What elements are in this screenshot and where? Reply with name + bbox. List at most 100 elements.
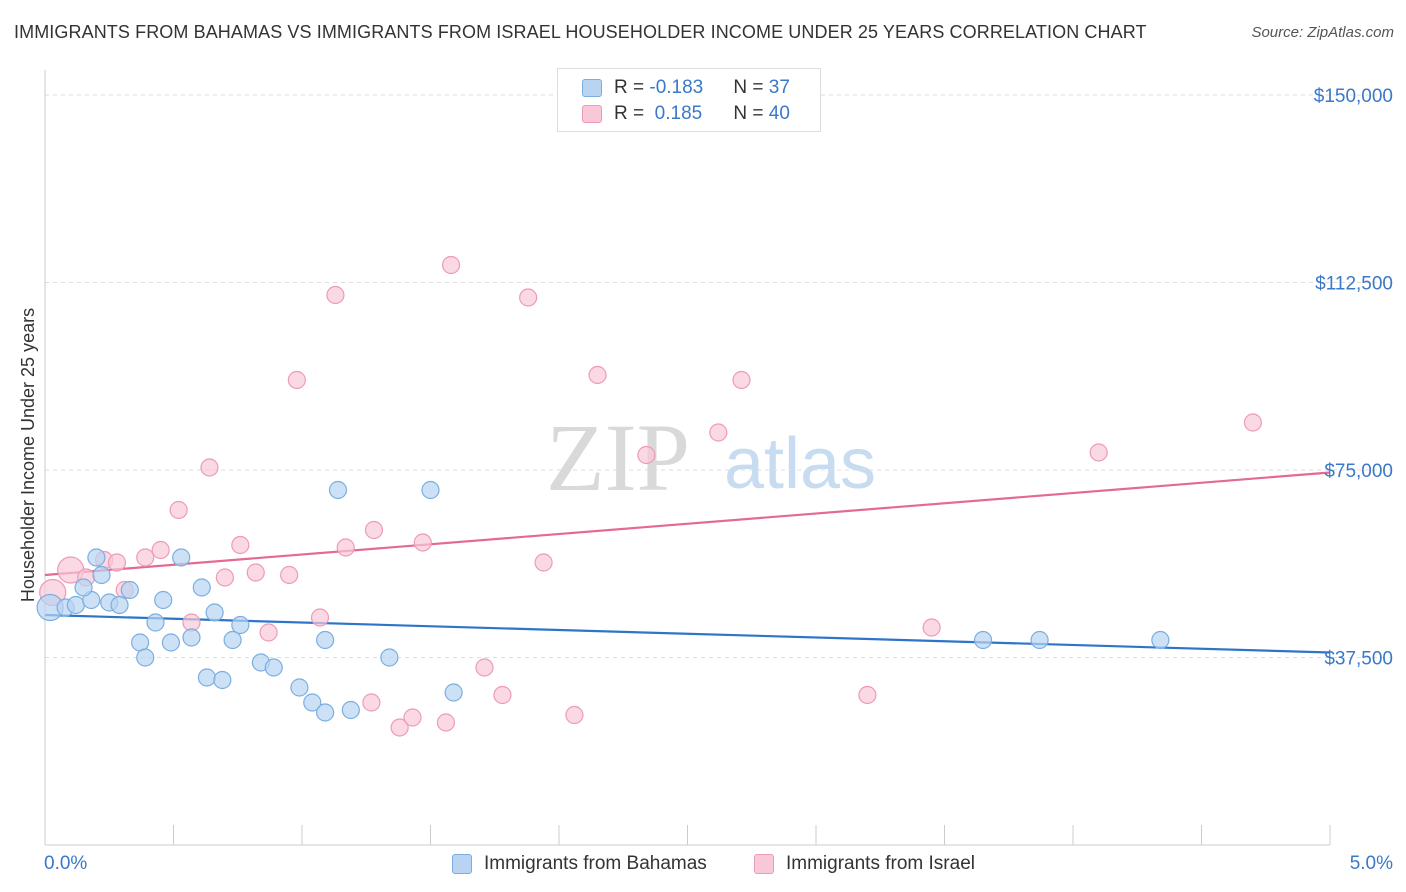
israel-point bbox=[364, 520, 384, 540]
israel-point bbox=[922, 618, 941, 637]
israel-point bbox=[413, 533, 432, 552]
bahamas-point bbox=[66, 595, 85, 615]
israel-point bbox=[403, 708, 422, 727]
israel-point bbox=[136, 548, 155, 567]
gridlines bbox=[45, 94, 1392, 658]
watermark-zip: ZIP bbox=[546, 404, 690, 511]
israel-point bbox=[475, 658, 494, 677]
bahamas-point bbox=[172, 548, 191, 567]
r-label: R = bbox=[614, 77, 650, 98]
bahamas-point bbox=[136, 648, 155, 667]
bahamas-point bbox=[264, 658, 283, 677]
israel-point bbox=[310, 608, 330, 627]
israel-point bbox=[231, 535, 250, 555]
bahamas-point bbox=[421, 480, 440, 500]
israel-point bbox=[287, 370, 306, 390]
bahamas-trend-line bbox=[44, 613, 1331, 654]
bahamas-point bbox=[197, 668, 217, 687]
bahamas-point bbox=[973, 630, 993, 650]
israel-point bbox=[441, 255, 461, 275]
bahamas-point bbox=[146, 613, 165, 632]
stats-legend: R = -0.183 N = 37 R = 0.185 N = 40 bbox=[557, 68, 821, 132]
y-tick-label: $112,500 bbox=[1315, 274, 1393, 295]
bahamas-point bbox=[231, 615, 250, 635]
legend-item-bahamas: Immigrants from Bahamas bbox=[452, 852, 707, 876]
r-value: -0.183 bbox=[649, 77, 704, 98]
israel-point bbox=[280, 565, 299, 585]
bahamas-point bbox=[380, 648, 399, 667]
bahamas-point bbox=[87, 548, 106, 567]
data-points bbox=[36, 255, 1263, 737]
n-label: N = bbox=[733, 77, 769, 98]
bahamas-point bbox=[182, 628, 201, 647]
israel-swatch bbox=[582, 105, 602, 123]
israel-legend-swatch bbox=[754, 854, 774, 874]
bahamas-swatch bbox=[582, 79, 602, 97]
bahamas-point bbox=[1030, 630, 1049, 650]
watermark: ZIP atlas bbox=[546, 404, 876, 511]
bahamas-point bbox=[316, 703, 335, 722]
bahamas-point bbox=[290, 678, 309, 697]
bahamas-point bbox=[303, 693, 322, 712]
israel-point bbox=[215, 568, 234, 587]
israel-point bbox=[151, 540, 170, 560]
israel-point bbox=[588, 365, 607, 385]
israel-point bbox=[534, 553, 553, 572]
y-tick-label: $150,000 bbox=[1314, 86, 1393, 107]
bahamas-point bbox=[110, 595, 129, 615]
trend-lines bbox=[44, 471, 1331, 654]
source-note: Source: ZipAtlas.com bbox=[1251, 24, 1394, 41]
legend-label-bahamas: Immigrants from Bahamas bbox=[484, 853, 707, 874]
israel-point bbox=[259, 623, 278, 642]
bahamas-point bbox=[92, 565, 111, 585]
israel-point bbox=[493, 685, 512, 705]
legend-item-israel: Immigrants from Israel bbox=[754, 852, 975, 876]
israel-point bbox=[107, 553, 127, 572]
israel-point bbox=[326, 285, 345, 305]
israel-point bbox=[246, 563, 265, 582]
bahamas-point bbox=[192, 578, 211, 597]
israel-point bbox=[709, 423, 728, 442]
israel-trend-line bbox=[44, 471, 1331, 577]
y-tick-label: $75,000 bbox=[1324, 461, 1393, 482]
israel-point bbox=[732, 370, 751, 390]
bahamas-point bbox=[205, 603, 224, 622]
israel-point bbox=[336, 538, 355, 557]
bahamas-point bbox=[120, 580, 139, 600]
bahamas-point bbox=[213, 670, 232, 690]
y-tick-label: $37,500 bbox=[1324, 649, 1393, 670]
israel-point bbox=[200, 458, 219, 477]
x-tick-label: 5.0% bbox=[1350, 853, 1393, 874]
bahamas-point bbox=[74, 578, 93, 597]
israel-point bbox=[169, 500, 188, 520]
n-label: N = bbox=[733, 103, 769, 124]
n-value: 37 bbox=[768, 77, 790, 98]
bahamas-point bbox=[341, 700, 360, 720]
x-tick-label: 0.0% bbox=[44, 853, 87, 874]
israel-point bbox=[362, 693, 381, 712]
israel-point bbox=[436, 713, 456, 732]
bahamas-point bbox=[161, 633, 181, 652]
axes bbox=[44, 70, 1331, 846]
tick-labels: $37,500 $75,000 $112,500 $150,000 0.0% 5.0% bbox=[44, 86, 1393, 874]
bahamas-legend-swatch bbox=[452, 854, 472, 874]
legend-row-israel: R = 0.185 N = 40 bbox=[582, 102, 790, 126]
israel-point bbox=[565, 705, 584, 725]
bahamas-point bbox=[223, 630, 242, 650]
israel-point bbox=[519, 288, 538, 307]
legend-row-bahamas: R = -0.183 N = 37 bbox=[582, 76, 790, 100]
israel-point bbox=[390, 718, 409, 737]
israel-point bbox=[1089, 443, 1108, 462]
watermark-atlas: atlas bbox=[724, 424, 876, 504]
israel-point bbox=[858, 685, 877, 705]
y-axis-label: Householder Income Under 25 years bbox=[18, 308, 38, 602]
bahamas-point bbox=[316, 630, 335, 650]
r-value: 0.185 bbox=[649, 103, 703, 124]
legend-label-israel: Immigrants from Israel bbox=[786, 853, 975, 874]
chart-title: IMMIGRANTS FROM BAHAMAS VS IMMIGRANTS FR… bbox=[14, 22, 1147, 42]
bahamas-point bbox=[328, 480, 348, 500]
bahamas-point bbox=[1151, 630, 1170, 650]
israel-point bbox=[637, 445, 656, 465]
n-value: 40 bbox=[768, 103, 790, 124]
